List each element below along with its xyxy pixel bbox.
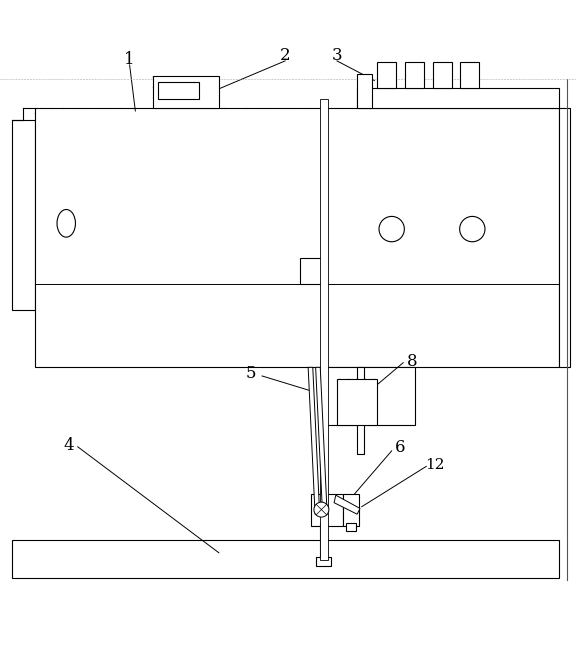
Polygon shape xyxy=(325,108,559,368)
Polygon shape xyxy=(300,258,325,284)
Bar xyxy=(320,523,327,563)
Polygon shape xyxy=(308,368,320,514)
Polygon shape xyxy=(325,368,415,425)
Bar xyxy=(405,62,424,88)
Polygon shape xyxy=(316,368,327,514)
Bar xyxy=(316,557,331,566)
Polygon shape xyxy=(35,108,325,368)
Bar xyxy=(311,494,343,526)
Text: 2: 2 xyxy=(280,46,290,63)
Text: 1: 1 xyxy=(124,50,135,67)
Bar xyxy=(153,77,219,108)
Bar xyxy=(433,62,452,88)
Bar xyxy=(357,88,559,108)
Polygon shape xyxy=(334,495,360,514)
Text: 8: 8 xyxy=(407,353,417,370)
Text: 4: 4 xyxy=(64,437,74,454)
Circle shape xyxy=(460,216,485,242)
Circle shape xyxy=(379,216,404,242)
Polygon shape xyxy=(12,120,35,310)
Text: 12: 12 xyxy=(425,458,445,472)
Bar xyxy=(357,368,364,454)
Circle shape xyxy=(314,502,329,517)
Bar xyxy=(343,494,359,526)
Text: 3: 3 xyxy=(332,46,342,63)
Bar xyxy=(377,62,396,88)
Text: 5: 5 xyxy=(245,364,256,381)
Bar xyxy=(320,99,328,560)
Bar xyxy=(346,523,356,532)
Bar xyxy=(12,540,559,577)
Text: 6: 6 xyxy=(395,439,406,456)
Bar xyxy=(460,62,479,88)
Ellipse shape xyxy=(57,209,75,237)
Bar xyxy=(559,108,570,368)
Bar xyxy=(158,82,199,99)
Polygon shape xyxy=(337,379,377,425)
Bar xyxy=(357,73,372,108)
